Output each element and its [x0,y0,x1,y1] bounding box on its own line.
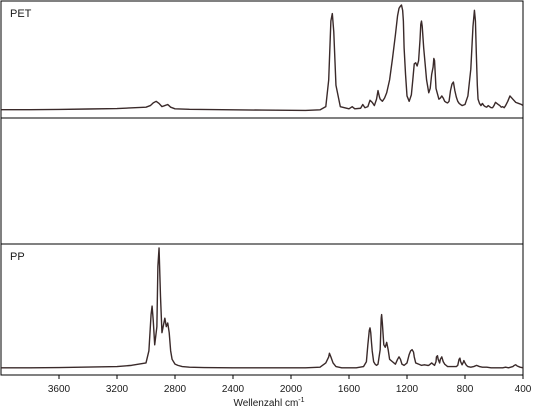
panel-frame [0,243,524,376]
x-tick-label: 3600 [48,384,71,395]
x-tick-label: 400 [515,384,532,395]
panel-pp: PP [0,243,524,376]
x-tick-label: 1200 [396,384,419,395]
x-axis-title: Wellenzahl cm-1 [233,397,304,409]
spectrum-line-pp [1,247,524,369]
panel-pet: PET [0,0,524,119]
x-tick-label: 1600 [338,384,361,395]
spectrum-line-pet [1,4,524,112]
x-tick-label: 2800 [164,384,187,395]
panels-layer: PET PP [0,0,524,376]
panel-empty [0,117,524,245]
x-tick-label: 3200 [106,384,129,395]
panel-frame [0,117,524,245]
x-tick-label: 2000 [280,384,303,395]
x-axis-title-superscript: -1 [298,397,304,404]
x-axis: 3600 3200 2800 2400 2000 1600 1200 800 400 [48,375,532,395]
x-axis-title-text: Wellenzahl cm [233,398,298,409]
x-tick-label: 2400 [222,384,245,395]
x-tick-label: 800 [457,384,474,395]
panel-label: PET [10,8,32,20]
panel-label: PP [10,251,25,263]
